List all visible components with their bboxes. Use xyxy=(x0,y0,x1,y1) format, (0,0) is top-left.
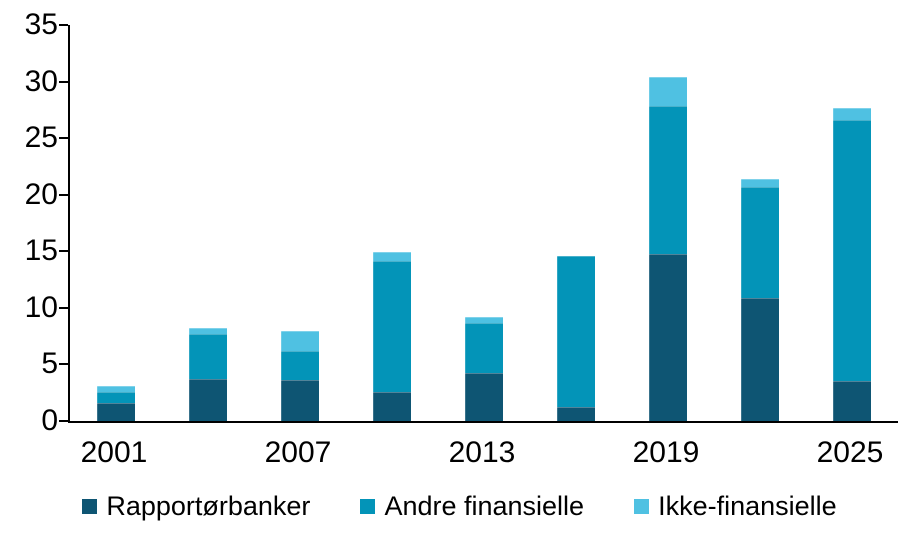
legend-label: Rapportørbanker xyxy=(106,491,311,521)
y-tick-mark xyxy=(59,137,68,140)
bar-segment xyxy=(741,297,779,421)
bar-2001 xyxy=(97,25,135,421)
legend: Rapportørbanker Andre finansielle Ikke-fin… xyxy=(0,491,919,521)
bar-segment xyxy=(465,373,503,421)
y-tick-label: 30 xyxy=(24,64,58,98)
bar-segment xyxy=(373,261,411,392)
y-tick-mark xyxy=(59,306,68,309)
bar-2010 xyxy=(373,25,411,421)
bar-2019 xyxy=(649,25,687,421)
y-tick-label: 15 xyxy=(24,234,58,268)
bar-segment xyxy=(281,350,319,381)
bar-segment xyxy=(649,253,687,421)
x-tick-label: 2025 xyxy=(816,436,884,469)
plot-area xyxy=(68,25,898,423)
x-tick-label: 2007 xyxy=(264,436,332,469)
x-tick-label: 2001 xyxy=(80,436,148,469)
legend-swatch-icon xyxy=(82,498,98,514)
x-tick-label: 2013 xyxy=(448,436,516,469)
bar-2025 xyxy=(833,25,871,421)
y-tick-label: 5 xyxy=(41,347,58,381)
bar-segment xyxy=(97,385,135,392)
y-tick-mark xyxy=(59,24,68,26)
legend-item: Ikke-finansielle xyxy=(634,491,837,521)
bar-segment xyxy=(97,391,135,403)
bar-segment xyxy=(281,330,319,351)
legend-swatch-icon xyxy=(360,498,376,514)
y-tick-label: 35 xyxy=(24,8,58,41)
legend-swatch-icon xyxy=(634,498,650,514)
bar-segment xyxy=(741,186,779,298)
bar-segment xyxy=(281,380,319,421)
bar-segment xyxy=(557,407,595,421)
bar-segment xyxy=(373,391,411,421)
y-tick-mark xyxy=(59,420,68,422)
legend-label: Ikke-finansielle xyxy=(658,491,837,521)
bar-2007 xyxy=(281,25,319,421)
bar-2016 xyxy=(557,25,595,421)
y-tick-label: 25 xyxy=(24,121,58,155)
y-tick-label: 0 xyxy=(41,404,58,437)
bar-segment xyxy=(741,178,779,187)
bar-segment xyxy=(189,328,227,334)
bar-segment xyxy=(189,333,227,380)
bar-segment xyxy=(373,252,411,262)
legend-item: Rapportørbanker xyxy=(82,491,310,521)
y-tick-mark xyxy=(59,80,68,83)
bar-segment xyxy=(189,379,227,421)
bar-2022 xyxy=(741,25,779,421)
bar-2013 xyxy=(465,25,503,421)
bar-segment xyxy=(649,106,687,254)
bar-segment xyxy=(465,322,503,374)
legend-label: Andre finansielle xyxy=(384,491,585,521)
bar-segment xyxy=(465,316,503,323)
y-tick-label: 10 xyxy=(24,290,58,324)
y-tick-mark xyxy=(59,250,68,253)
bar-segment xyxy=(833,120,871,382)
bar-segment xyxy=(649,77,687,107)
bar-segment xyxy=(833,107,871,121)
bar-segment xyxy=(97,402,135,421)
y-tick-mark xyxy=(59,363,68,366)
bar-segment xyxy=(557,255,595,408)
legend-item: Andre finansielle xyxy=(360,491,584,521)
bar-2004 xyxy=(189,25,227,421)
y-tick-mark xyxy=(59,193,68,196)
x-tick-label: 2019 xyxy=(632,436,700,469)
bar-segment xyxy=(833,381,871,421)
y-tick-label: 20 xyxy=(24,177,58,211)
